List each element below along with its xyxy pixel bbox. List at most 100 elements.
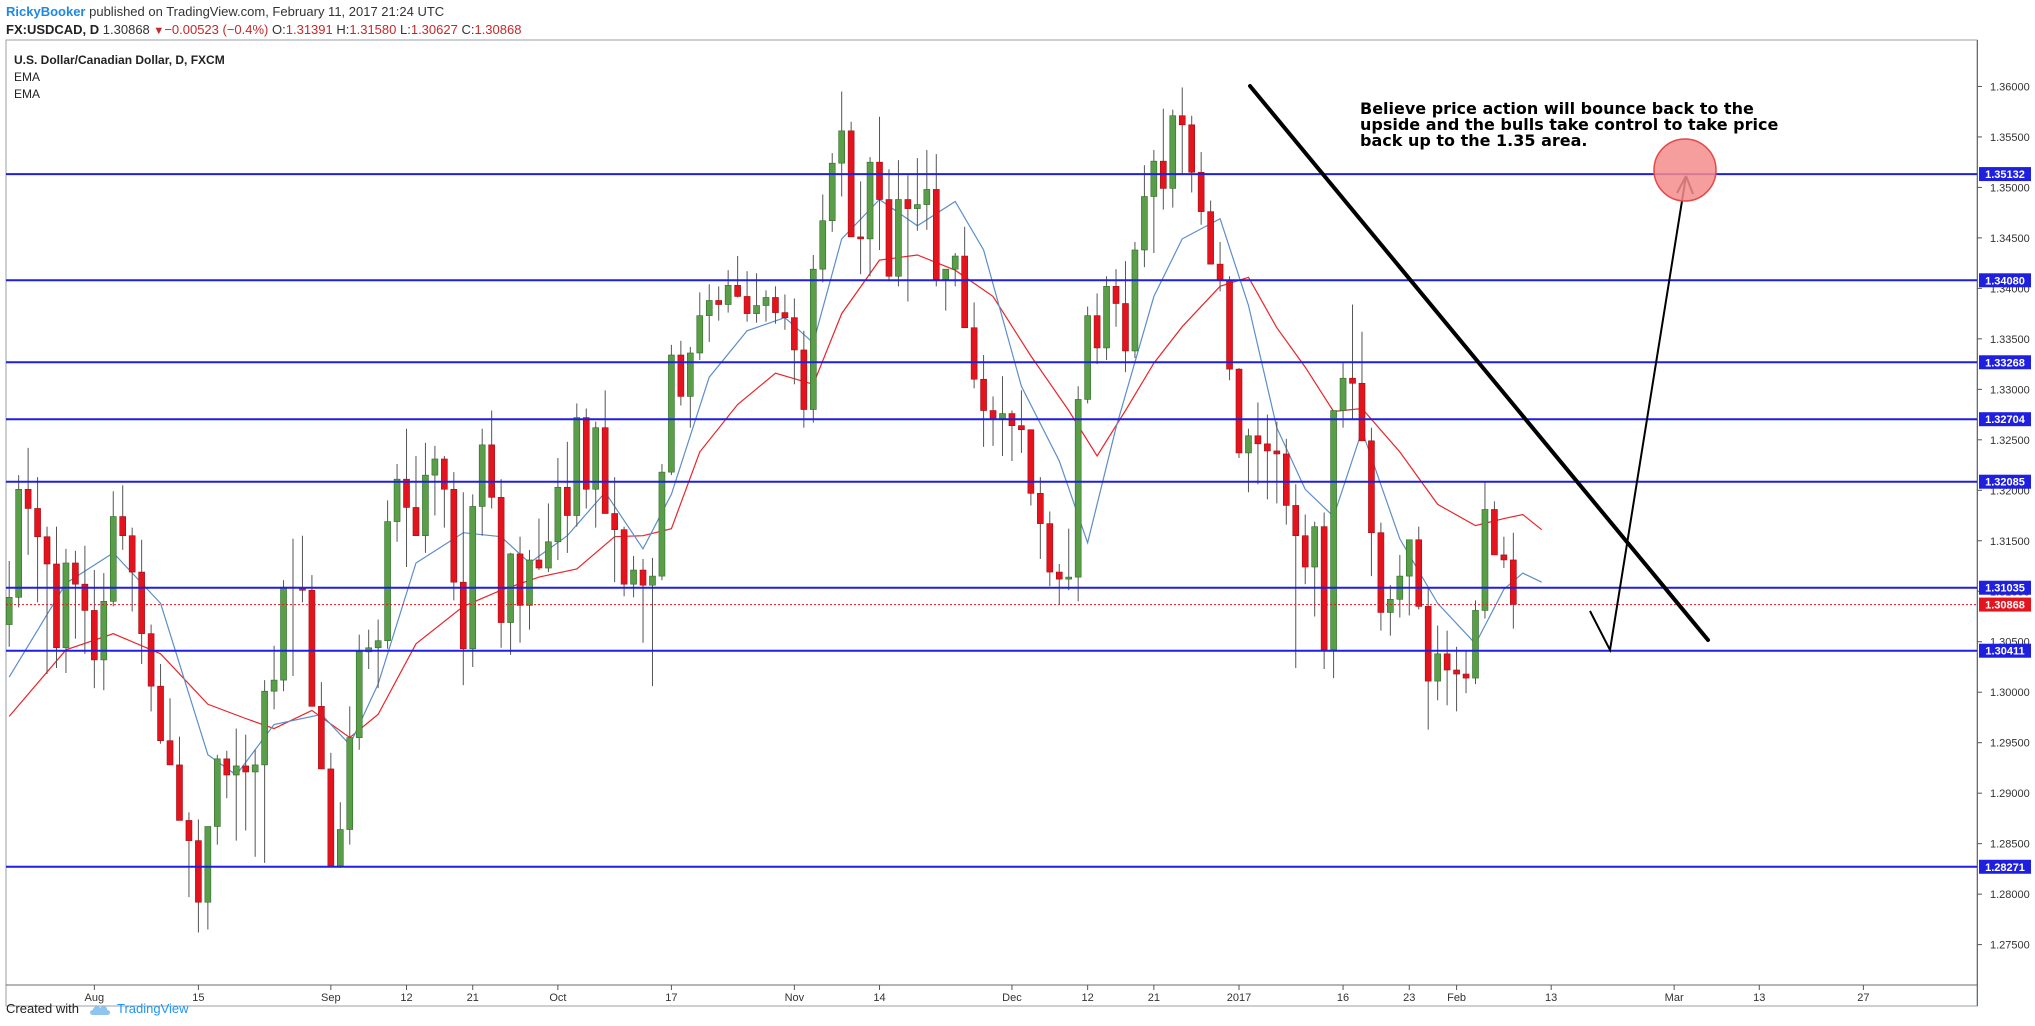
bear-candle-body bbox=[147, 633, 155, 687]
bear-candle-body bbox=[138, 571, 145, 634]
bear-candle-body bbox=[497, 497, 505, 623]
candle bbox=[346, 706, 354, 845]
candle bbox=[677, 340, 685, 406]
x-tick-label: 14 bbox=[873, 992, 885, 1004]
bear-candle-body bbox=[1292, 505, 1300, 537]
bull-candle-body bbox=[687, 352, 694, 397]
bull-candle-body bbox=[251, 764, 259, 773]
bear-candle-body bbox=[185, 820, 193, 841]
bear-candle-body bbox=[450, 488, 458, 583]
candle bbox=[185, 812, 193, 898]
bear-candle-body bbox=[1037, 493, 1044, 524]
candle bbox=[91, 570, 98, 689]
bull-candle-body bbox=[526, 559, 533, 606]
bear-candle-body bbox=[1178, 115, 1186, 126]
bear-candle-body bbox=[781, 312, 789, 318]
bear-candle-body bbox=[1055, 571, 1063, 580]
bull-candle-body bbox=[724, 285, 732, 305]
candle bbox=[412, 455, 420, 537]
candle bbox=[1339, 362, 1347, 428]
bull-candle-body bbox=[15, 488, 22, 598]
level-price-tag bbox=[1979, 859, 2031, 874]
symbol-label: FX:USDCAD, D bbox=[6, 22, 100, 37]
published-text: published on TradingView.com, February 1… bbox=[89, 4, 445, 19]
bear-candle-body bbox=[791, 317, 798, 351]
bear-candle-body bbox=[157, 685, 164, 741]
trade-idea-annotation: Believe price action will bounce back to… bbox=[1360, 99, 1779, 150]
bull-candle-body bbox=[658, 471, 666, 577]
bear-candle-body bbox=[1491, 509, 1498, 556]
candle bbox=[914, 158, 921, 231]
bear-candle-body bbox=[932, 189, 940, 280]
candle bbox=[308, 575, 316, 707]
candle bbox=[649, 557, 656, 687]
y-tick-label: 1.28500 bbox=[1990, 839, 2030, 851]
bear-candle-body bbox=[1349, 377, 1356, 384]
bear-candle-body bbox=[24, 488, 32, 509]
candle bbox=[1141, 165, 1148, 268]
level-price-label: 1.35132 bbox=[1985, 169, 2025, 181]
tradingview-brand-link[interactable]: TradingView bbox=[116, 1001, 189, 1016]
author-link[interactable]: RickyBooker bbox=[6, 4, 86, 19]
candle bbox=[639, 558, 647, 643]
candle bbox=[564, 441, 571, 553]
bear-candle-body bbox=[242, 765, 249, 773]
candle bbox=[195, 819, 202, 933]
bull-candle-body bbox=[355, 651, 363, 738]
ema-slow-legend[interactable]: EMA bbox=[14, 87, 41, 101]
candle bbox=[1405, 539, 1413, 616]
ema-fast-legend[interactable]: EMA bbox=[14, 70, 41, 84]
candle bbox=[403, 428, 410, 568]
level-price-label: 1.33268 bbox=[1985, 357, 2025, 369]
bear-candle-body bbox=[1093, 315, 1101, 349]
bull-candle-body bbox=[204, 826, 212, 903]
candle bbox=[1197, 152, 1205, 225]
candle bbox=[800, 330, 808, 428]
low-value: 1.30627 bbox=[410, 22, 458, 37]
candle bbox=[573, 403, 581, 527]
candle bbox=[592, 421, 600, 528]
candle bbox=[866, 157, 874, 277]
y-tick-label: 1.30000 bbox=[1990, 687, 2030, 699]
bull-candle-body bbox=[828, 162, 836, 222]
bull-candle-body bbox=[762, 297, 770, 306]
bear-candle-body bbox=[1283, 453, 1290, 506]
bear-candle-body bbox=[1358, 382, 1366, 442]
level-price-tag bbox=[1979, 167, 2031, 182]
candle bbox=[1311, 521, 1318, 617]
candle bbox=[318, 682, 325, 770]
candle bbox=[1481, 482, 1489, 619]
x-tick-label: Oct bbox=[549, 992, 566, 1004]
bear-candle-body bbox=[53, 563, 60, 649]
candle bbox=[1472, 600, 1479, 685]
bull-candle-body bbox=[592, 427, 600, 490]
bear-candle-body bbox=[1415, 539, 1423, 607]
bear-candle-body bbox=[1500, 554, 1508, 561]
bull-candle-body bbox=[999, 413, 1006, 419]
candle bbox=[687, 346, 694, 428]
x-tick-label: 21 bbox=[467, 992, 479, 1004]
candle bbox=[431, 445, 439, 516]
candle bbox=[838, 91, 845, 197]
bear-candle-body bbox=[904, 199, 912, 209]
bull-candle-body bbox=[1434, 653, 1441, 682]
candle bbox=[1093, 293, 1101, 365]
candle bbox=[1046, 511, 1054, 587]
bull-candle-body bbox=[809, 268, 817, 410]
candle bbox=[791, 298, 798, 385]
bull-candle-body bbox=[346, 737, 354, 830]
bear-candle-body bbox=[176, 764, 183, 821]
bear-candle-body bbox=[876, 161, 883, 200]
candle bbox=[942, 268, 950, 311]
candle bbox=[1377, 522, 1385, 631]
bear-candle-body bbox=[72, 562, 79, 585]
level-price-label: 1.28271 bbox=[1985, 862, 2025, 874]
bull-candle-body bbox=[1387, 599, 1394, 613]
candle bbox=[1320, 512, 1328, 669]
bear-candle-body bbox=[1188, 124, 1195, 173]
high-label: H: bbox=[336, 22, 350, 37]
bear-candle-body bbox=[1264, 443, 1271, 452]
bear-candle-body bbox=[318, 706, 325, 770]
candle bbox=[753, 273, 760, 323]
